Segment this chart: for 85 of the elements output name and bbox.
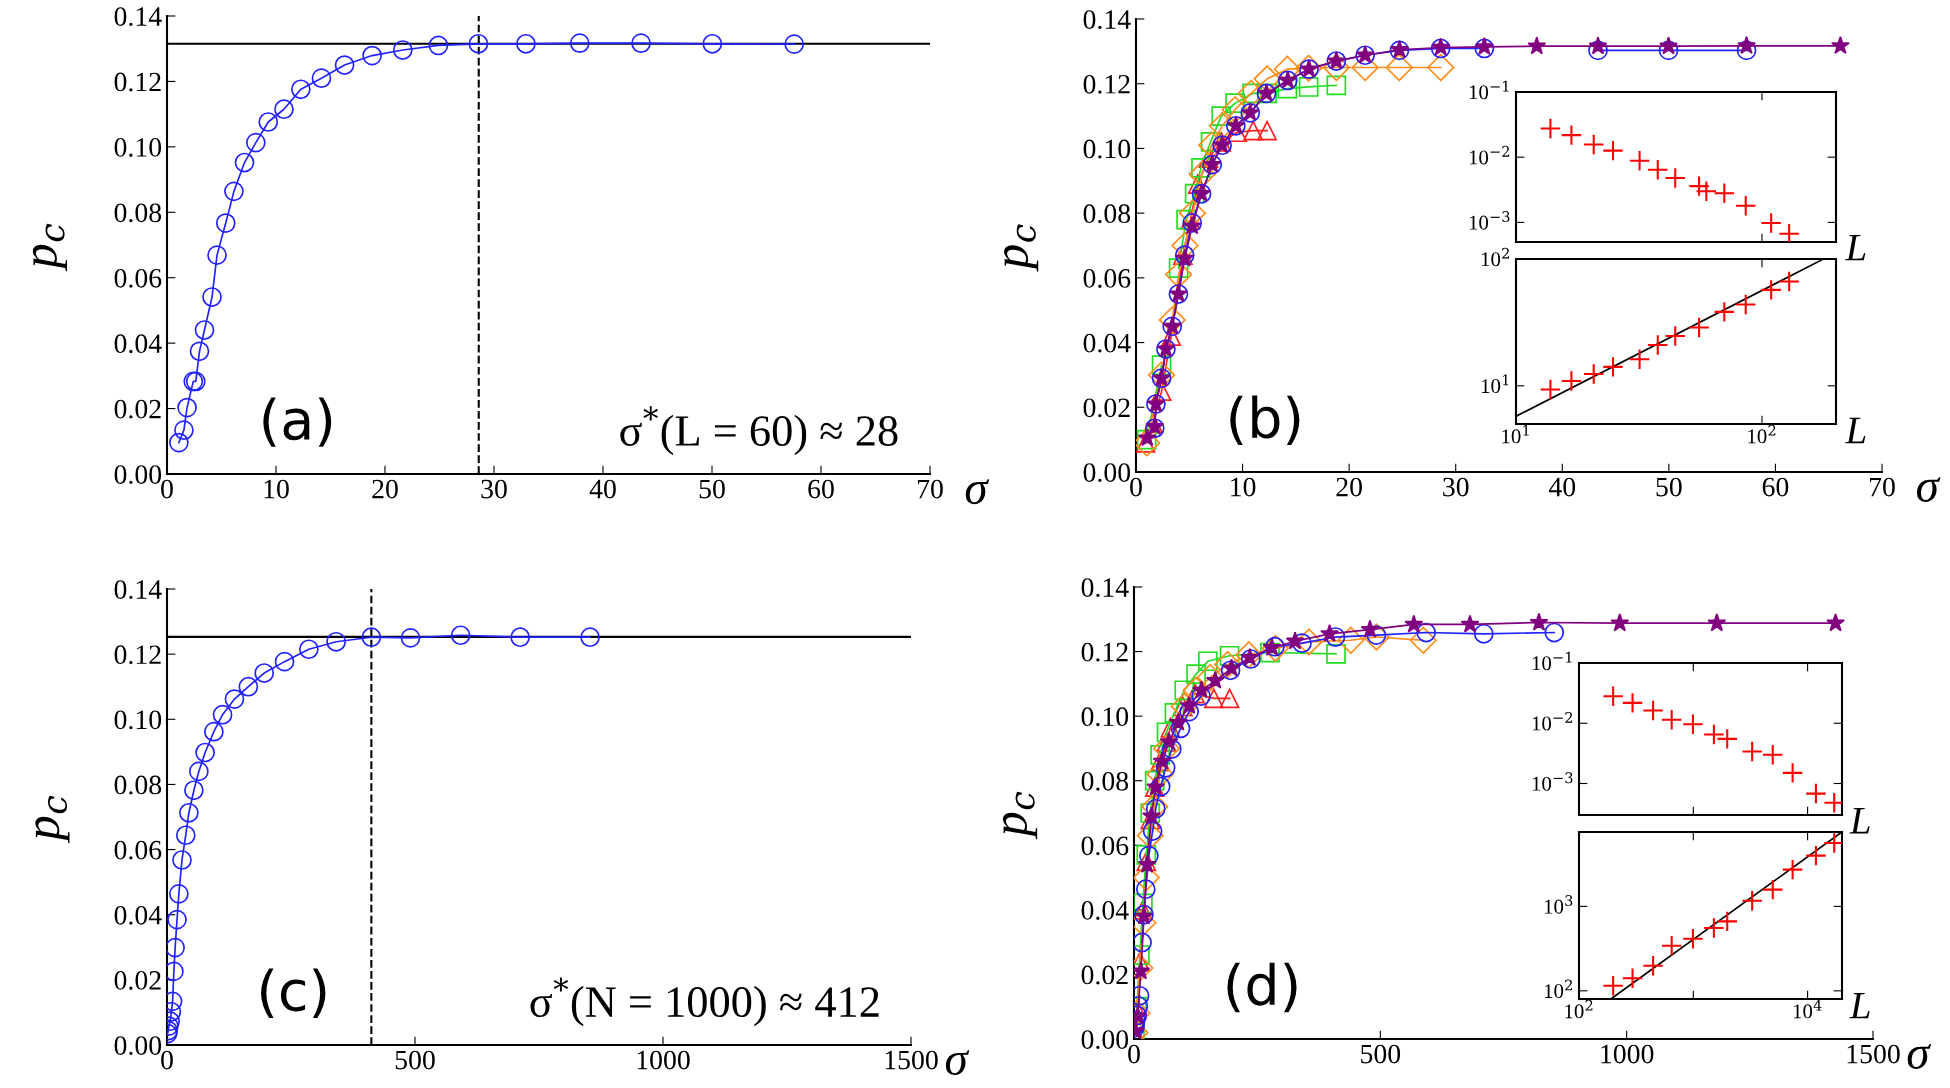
- y-axis-title: p$_{c}$: [1002, 791, 1038, 840]
- y-tick-label: 0.14: [114, 7, 162, 27]
- x-tick-label: 0: [1130, 477, 1142, 497]
- x-axis-title: L: [1845, 234, 1866, 261]
- y-axis-title: p$_{c}$: [35, 795, 70, 844]
- y-tick-label: 0.12: [1083, 74, 1130, 94]
- y-tick-label: 0.04: [114, 334, 162, 354]
- x-tick-label: 500: [395, 1050, 435, 1070]
- x-tick-label: 1000: [1601, 1044, 1654, 1064]
- y-tick-label: 0.14: [1081, 578, 1129, 598]
- y-tick-label: 10$^{1}$: [1481, 374, 1509, 394]
- annotation: (b): [1230, 395, 1300, 446]
- x-axis-title: σ: [965, 479, 990, 505]
- y-tick-label: 0.00: [1081, 1030, 1129, 1050]
- y-tick-label: 0.10: [1081, 707, 1129, 727]
- y-tick-label: 0.08: [1081, 771, 1129, 791]
- y-tick-label: 10$^{−2}$: [1469, 145, 1510, 165]
- y-tick-label: 10$^{−2}$: [1532, 711, 1573, 731]
- y-axis-title: p$_{c}$: [1004, 224, 1039, 272]
- y-tick-label: 10$^{−1}$: [1469, 80, 1509, 100]
- y-tick-label: 0.04: [1083, 333, 1131, 353]
- y-tick-label: 0.10: [114, 138, 162, 157]
- y-tick-label: 0.02: [1083, 398, 1130, 418]
- x-axis-title: σ: [1907, 1044, 1932, 1069]
- x-axis-title: σ: [945, 1050, 970, 1076]
- x-axis-title: L: [1849, 808, 1870, 834]
- x-tick-label: 10$^{4}$: [1793, 999, 1822, 1019]
- x-axis-title: L: [1845, 417, 1866, 444]
- x-tick-label: 40: [589, 479, 616, 499]
- x-tick-label: 70: [1869, 477, 1895, 497]
- x-tick-label: 50: [699, 479, 725, 499]
- x-tick-label: 0: [161, 479, 173, 499]
- y-tick-label: 0.10: [114, 710, 162, 730]
- annotation: σ$^{*}$(N = 1000) ≈ 412: [530, 977, 879, 1027]
- y-tick-label: 0.00: [1083, 463, 1131, 483]
- x-tick-label: 40: [1548, 477, 1576, 497]
- y-tick-label: 0.08: [114, 775, 162, 795]
- y-tick-label: 0.00: [114, 1036, 162, 1056]
- y-tick-label: 0.02: [114, 399, 161, 419]
- y-tick-label: 10$^{−3}$: [1469, 211, 1510, 230]
- y-tick-label: 0.06: [1081, 836, 1129, 856]
- y-tick-label: 0.00: [114, 465, 162, 485]
- y-tick-label: 0.06: [114, 840, 162, 860]
- x-tick-label: 10: [264, 479, 289, 499]
- x-tick-label: 30: [1443, 477, 1469, 497]
- y-tick-label: 0.08: [114, 203, 162, 223]
- y-tick-label: 0.12: [1081, 642, 1128, 662]
- annotation: (a): [263, 397, 332, 447]
- y-tick-label: 0.08: [1083, 204, 1131, 224]
- x-axis-title: L: [1849, 992, 1870, 1019]
- y-tick-label: 0.02: [114, 971, 161, 990]
- x-tick-label: 50: [1656, 477, 1682, 497]
- y-tick-label: 0.14: [114, 580, 162, 600]
- x-tick-label: 70: [917, 479, 943, 499]
- y-tick-label: 0.14: [1083, 10, 1131, 30]
- x-axis-title: σ: [1916, 477, 1941, 502]
- y-tick-label: 10$^{2}$: [1481, 247, 1509, 267]
- y-tick-label: 10$^{−1}$: [1532, 651, 1572, 671]
- x-tick-label: 0: [1128, 1044, 1140, 1064]
- y-tick-label: 0.10: [1083, 139, 1131, 159]
- x-tick-label: 20: [372, 479, 398, 499]
- x-tick-label: 30: [481, 479, 507, 499]
- y-tick-label: 0.12: [114, 72, 161, 92]
- x-tick-label: 60: [808, 479, 834, 499]
- x-tick-label: 1500: [885, 1050, 938, 1070]
- x-tick-label: 1000: [637, 1050, 690, 1070]
- y-tick-label: 0.04: [1081, 901, 1129, 920]
- y-tick-label: 0.12: [114, 645, 161, 665]
- x-tick-label: 1500: [1847, 1044, 1900, 1064]
- x-tick-label: 500: [1361, 1044, 1401, 1064]
- y-tick-label: 0.06: [1083, 269, 1131, 288]
- y-axis-title: p$_{c}$: [32, 223, 68, 272]
- y-tick-label: 0.06: [114, 268, 162, 288]
- annotation: (d): [1227, 962, 1297, 1013]
- y-tick-label: 0.04: [114, 905, 162, 925]
- y-tick-label: 0.02: [1081, 965, 1128, 985]
- x-tick-label: 0: [161, 1050, 173, 1070]
- x-tick-label: 20: [1336, 477, 1362, 497]
- annotation: σ$^{*}$(L = 60) ≈ 28: [620, 406, 898, 456]
- x-tick-label: 10: [1231, 477, 1256, 497]
- x-tick-label: 60: [1762, 477, 1789, 497]
- y-tick-label: 10$^{−3}$: [1532, 772, 1573, 791]
- y-tick-label: 10$^{3}$: [1544, 895, 1573, 914]
- annotation: (c): [261, 968, 326, 1018]
- y-tick-label: 10$^{2}$: [1544, 979, 1572, 999]
